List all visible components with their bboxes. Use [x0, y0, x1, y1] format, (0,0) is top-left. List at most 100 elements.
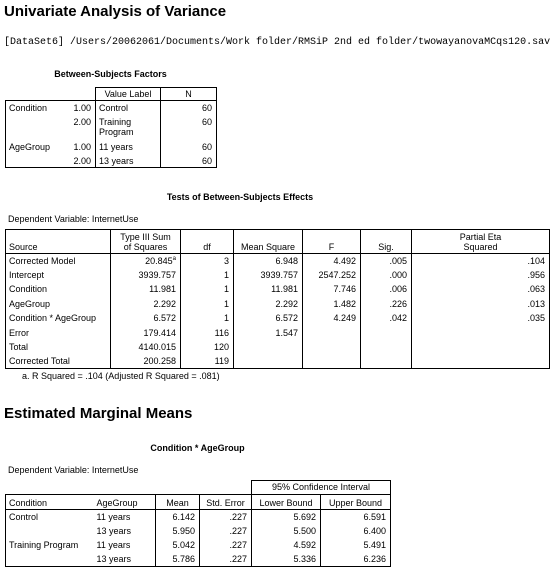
mean-value: 5.042 — [155, 538, 200, 553]
std-error-value: .227 — [199, 552, 252, 568]
section-title: Estimated Marginal Means — [4, 405, 193, 422]
df: 1 — [180, 282, 234, 297]
column-header-sig: Sig. — [360, 229, 412, 254]
source-label: Condition — [5, 282, 111, 297]
column-header-sum-of-squares: Type III Sum of Squares — [110, 229, 181, 254]
factor-n: 60 — [160, 114, 217, 140]
emm-table-caption: Condition * AgeGroup — [150, 443, 245, 453]
source-label: Corrected Total — [5, 354, 111, 370]
column-header-value-label: Value Label — [95, 87, 161, 101]
table-row: Control 11 years 6.142 .227 5.692 6.591 — [5, 509, 391, 524]
agegroup-label: 13 years — [93, 552, 156, 568]
table-row: 13 years 5.950 .227 5.500 6.400 — [5, 523, 391, 539]
f-value — [302, 354, 361, 370]
condition-label: Control — [5, 509, 94, 524]
mean-square: 11.981 — [233, 282, 303, 297]
factor-value-label: Control — [95, 100, 161, 115]
source-label: Corrected Model — [5, 253, 111, 268]
factor-value-label: Training Program — [95, 114, 161, 140]
factor-name — [5, 153, 61, 168]
sig-value: .005 — [360, 253, 412, 268]
upper-bound-value: 6.236 — [320, 552, 391, 568]
f-value — [302, 339, 361, 355]
sum-of-squares: 179.414 — [110, 325, 181, 340]
partial-eta-squared: .035 — [411, 311, 550, 326]
table-row: Corrected Model 20.845a 3 6.948 4.492 .0… — [5, 253, 550, 268]
factor-value: 1.00 — [60, 139, 96, 154]
df: 119 — [180, 354, 234, 370]
partial-eta-squared: .063 — [411, 282, 550, 297]
std-error-value: .227 — [199, 538, 252, 553]
factor-n: 60 — [160, 153, 217, 168]
factor-n: 60 — [160, 100, 217, 115]
table-row: AgeGroup 2.292 1 2.292 1.482 .226 .013 — [5, 296, 550, 312]
mean-value: 5.950 — [155, 523, 200, 539]
agegroup-label: 11 years — [93, 509, 156, 524]
sig-value — [360, 354, 412, 370]
f-value: 4.492 — [302, 253, 361, 268]
column-header-mean-square: Mean Square — [233, 229, 303, 254]
dataset-path: [DataSet6] /Users/20062061/Documents/Wor… — [4, 37, 551, 48]
table-row: Condition * AgeGroup 6.572 1 6.572 4.249… — [5, 311, 550, 326]
table-row: Total 4140.015 120 — [5, 339, 550, 355]
std-error-value: .227 — [199, 509, 252, 524]
f-value: 2547.252 — [302, 267, 361, 283]
table-row: Condition 11.981 1 11.981 7.746 .006 .06… — [5, 282, 550, 297]
sum-of-squares-value: 20.845 — [145, 255, 173, 266]
dependent-variable-label: Dependent Variable: InternetUse — [8, 214, 139, 224]
column-header-confidence-interval: 95% Confidence Interval — [251, 480, 391, 495]
lower-bound-value: 4.592 — [251, 538, 321, 553]
source-label: Intercept — [5, 267, 111, 283]
factor-value-label: 13 years — [95, 153, 161, 168]
partial-eta-squared — [411, 325, 550, 340]
f-value — [302, 325, 361, 340]
column-header-std-error: Std. Error — [199, 494, 252, 510]
table-header-row: 95% Confidence Interval — [6, 480, 391, 495]
sig-value: .042 — [360, 311, 412, 326]
df: 3 — [180, 253, 234, 268]
f-value: 4.249 — [302, 311, 361, 326]
footnote-mark: a — [172, 255, 176, 262]
sum-of-squares: 6.572 — [110, 311, 181, 326]
df: 1 — [180, 311, 234, 326]
source-label: Total — [5, 339, 111, 355]
mean-square: 1.547 — [233, 325, 303, 340]
mean-value: 5.786 — [155, 552, 200, 568]
column-header-agegroup: AgeGroup — [93, 494, 156, 510]
f-value: 7.746 — [302, 282, 361, 297]
factors-table-caption: Between-Subjects Factors — [54, 69, 167, 79]
table-corner — [6, 481, 252, 495]
factor-n: 60 — [160, 139, 217, 154]
sum-of-squares: 4140.015 — [110, 339, 181, 355]
std-error-value: .227 — [199, 523, 252, 539]
dependent-variable-label: Dependent Variable: InternetUse — [8, 465, 139, 475]
partial-eta-squared: .104 — [411, 253, 550, 268]
partial-eta-squared: .013 — [411, 296, 550, 312]
table-row: 13 years 5.786 .227 5.336 6.236 — [5, 552, 391, 568]
mean-square: 6.948 — [233, 253, 303, 268]
column-header-mean: Mean — [155, 494, 200, 510]
column-header-n: N — [160, 87, 217, 101]
column-header-f: F — [302, 229, 361, 254]
table-row: 2.00 Training Program 60 — [5, 114, 217, 140]
upper-bound-value: 6.400 — [320, 523, 391, 539]
table-row: 2.00 13 years 60 — [5, 153, 217, 168]
column-header-partial-eta-squared-text: Partial Eta Squared — [459, 232, 502, 252]
df: 1 — [180, 267, 234, 283]
table-row: Corrected Total 200.258 119 — [5, 354, 550, 370]
lower-bound-value: 5.336 — [251, 552, 321, 568]
effects-table-caption: Tests of Between-Subjects Effects — [166, 192, 314, 202]
between-subjects-factors-table: Value Label N Condition 1.00 Control 60 … — [5, 87, 217, 168]
factor-value: 2.00 — [60, 153, 96, 168]
column-header-upper-bound: Upper Bound — [320, 494, 391, 510]
condition-label: Training Program — [5, 538, 94, 553]
partial-eta-squared — [411, 339, 550, 355]
agegroup-label: 11 years — [93, 538, 156, 553]
table-row: Intercept 3939.757 1 3939.757 2547.252 .… — [5, 267, 550, 283]
mean-value: 6.142 — [155, 509, 200, 524]
column-header-condition: Condition — [5, 494, 94, 510]
table-row: Training Program 11 years 5.042 .227 4.5… — [5, 538, 391, 553]
column-header-sum-of-squares-text: Type III Sum of Squares — [120, 232, 171, 252]
factor-name: Condition — [5, 100, 61, 115]
table-row: Error 179.414 116 1.547 — [5, 325, 550, 340]
